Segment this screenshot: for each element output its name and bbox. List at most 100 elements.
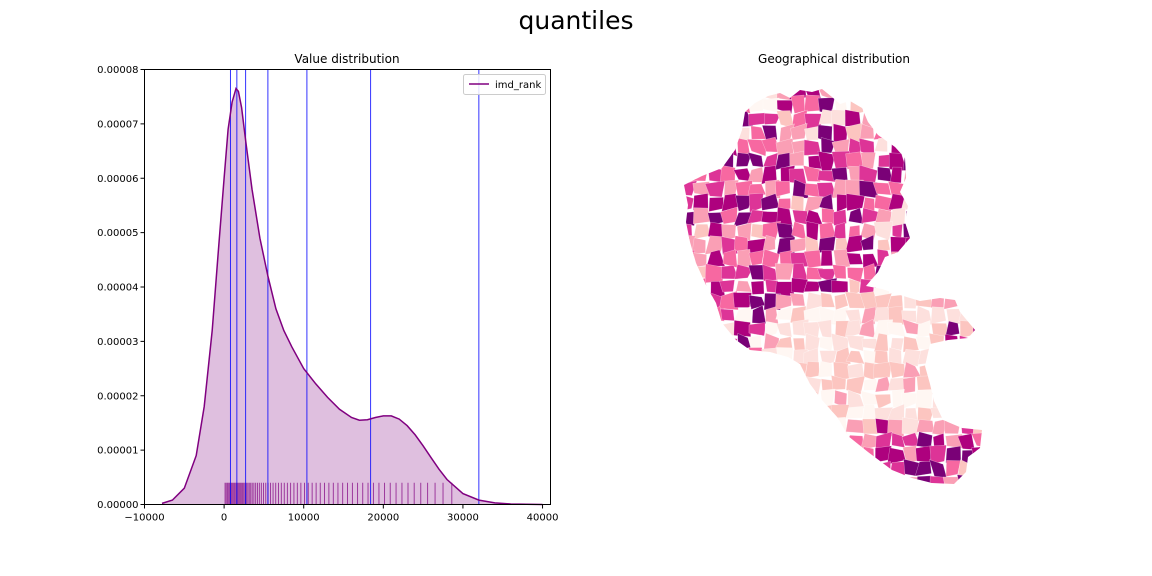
map-area bbox=[789, 459, 806, 478]
map-area bbox=[734, 361, 751, 379]
map-area bbox=[692, 89, 711, 99]
map-area bbox=[987, 141, 1004, 156]
map-area bbox=[902, 150, 922, 171]
x-tick-label: 40000 bbox=[527, 513, 559, 524]
map-area bbox=[789, 404, 806, 419]
map-area bbox=[684, 280, 693, 296]
map-area bbox=[776, 347, 794, 365]
map-area bbox=[748, 250, 765, 266]
map-area bbox=[985, 421, 1000, 434]
map-area bbox=[719, 279, 735, 293]
map-area bbox=[887, 263, 907, 282]
map-area bbox=[989, 405, 1004, 419]
map-area bbox=[748, 431, 767, 449]
map-area bbox=[718, 444, 737, 466]
map-area bbox=[705, 377, 726, 392]
map-area bbox=[746, 138, 768, 157]
map-area bbox=[845, 419, 865, 434]
map-area bbox=[690, 391, 709, 409]
map-area bbox=[918, 277, 934, 293]
map-area bbox=[733, 320, 752, 337]
x-tick-label: 20000 bbox=[367, 513, 399, 524]
map-area bbox=[694, 379, 708, 392]
map-area bbox=[929, 475, 946, 484]
map-area bbox=[863, 460, 878, 477]
map-area bbox=[734, 347, 752, 366]
map-area bbox=[890, 473, 908, 484]
map-area bbox=[684, 137, 697, 157]
map-area bbox=[762, 234, 776, 252]
density-line bbox=[161, 86, 543, 506]
map-area bbox=[705, 432, 724, 450]
map-area bbox=[945, 320, 960, 337]
map-area bbox=[945, 460, 961, 477]
map-area bbox=[943, 362, 960, 380]
map-area bbox=[722, 375, 739, 395]
map-area bbox=[748, 264, 765, 280]
map-area bbox=[890, 337, 905, 351]
map-area bbox=[691, 459, 711, 478]
map-area bbox=[788, 377, 807, 396]
map-area bbox=[862, 94, 877, 115]
map-area bbox=[691, 477, 710, 484]
map-area bbox=[863, 378, 878, 391]
map-area bbox=[902, 376, 916, 394]
left-panel-title: Value distribution bbox=[294, 52, 399, 66]
map-area bbox=[943, 89, 963, 100]
map-area bbox=[989, 97, 1004, 112]
map-area bbox=[792, 474, 807, 484]
map-area bbox=[891, 137, 907, 156]
map-area bbox=[873, 221, 894, 241]
map-area bbox=[915, 139, 934, 153]
map-area bbox=[691, 417, 709, 434]
map-area bbox=[990, 391, 1003, 407]
map-area bbox=[933, 265, 948, 282]
map-area bbox=[974, 348, 982, 366]
x-tick-label: 10000 bbox=[288, 513, 320, 524]
map-area bbox=[790, 390, 805, 406]
map-area bbox=[847, 445, 865, 464]
map-area bbox=[989, 224, 1003, 239]
map-area bbox=[944, 334, 960, 351]
map-area bbox=[790, 123, 808, 141]
map-area bbox=[803, 448, 822, 462]
map-area bbox=[693, 350, 711, 364]
x-tick-label: −10000 bbox=[124, 513, 164, 524]
map-area bbox=[862, 446, 875, 464]
map-area bbox=[873, 332, 889, 354]
map-area bbox=[985, 473, 1004, 489]
map-area bbox=[947, 264, 962, 283]
map-area bbox=[735, 89, 753, 100]
map-area bbox=[945, 347, 963, 364]
map-area bbox=[706, 403, 725, 423]
map-area bbox=[684, 94, 696, 115]
map-area bbox=[820, 137, 836, 154]
map-area bbox=[971, 432, 982, 449]
map-area bbox=[932, 179, 950, 197]
map-area bbox=[684, 249, 696, 266]
legend: imd_rank bbox=[463, 74, 546, 95]
map-area bbox=[791, 419, 807, 436]
map-area bbox=[943, 388, 962, 409]
map-area bbox=[762, 402, 781, 421]
map-area bbox=[989, 265, 1004, 278]
map-area bbox=[790, 195, 804, 213]
map-area bbox=[874, 137, 888, 153]
map-area bbox=[750, 280, 765, 295]
map-area bbox=[919, 195, 935, 210]
map-area bbox=[774, 263, 794, 281]
map-area bbox=[986, 153, 1004, 166]
map-area bbox=[958, 389, 973, 409]
map-area bbox=[972, 109, 982, 127]
map-area bbox=[859, 123, 875, 140]
map-area bbox=[985, 448, 1001, 464]
map-area bbox=[971, 333, 982, 351]
map-area bbox=[846, 193, 865, 211]
map-area bbox=[987, 82, 1002, 98]
map-area bbox=[692, 98, 711, 116]
map-area bbox=[844, 109, 861, 127]
map-area bbox=[846, 335, 865, 352]
map-area bbox=[944, 109, 963, 126]
map-area bbox=[916, 181, 934, 198]
map-area bbox=[930, 224, 947, 241]
